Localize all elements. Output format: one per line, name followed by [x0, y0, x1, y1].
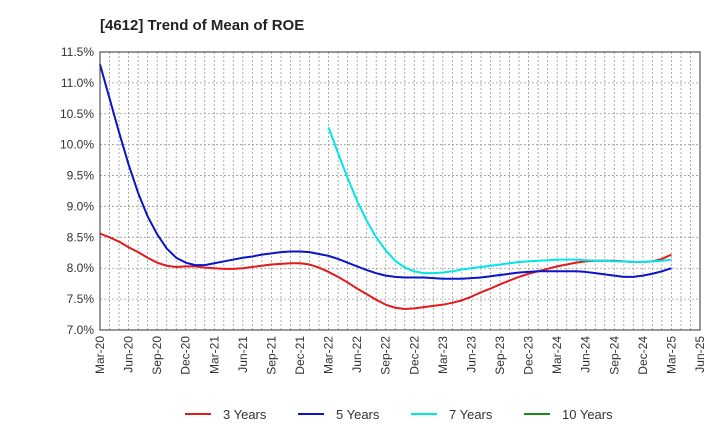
x-tick-label: Mar-21 — [207, 336, 221, 374]
y-tick-label: 7.5% — [67, 292, 95, 306]
y-tick-label: 11.5% — [61, 45, 94, 59]
x-tick-label: Jun-21 — [236, 336, 250, 373]
x-tick-label: Jun-25 — [693, 336, 707, 373]
series-line — [99, 64, 672, 280]
x-tick-label: Mar-24 — [550, 336, 564, 374]
x-tick-label: Sep-20 — [150, 336, 164, 375]
plot-frame — [99, 51, 701, 331]
y-tick-label: 8.0% — [67, 261, 95, 275]
y-tick-label: 7.0% — [67, 323, 95, 337]
y-tick-label: 8.5% — [67, 230, 95, 244]
x-tick-label: Sep-22 — [379, 336, 393, 375]
chart-title: [4612] Trend of Mean of ROE — [100, 17, 304, 34]
x-tick-label: Sep-23 — [493, 336, 507, 375]
x-tick-label: Jun-22 — [350, 336, 364, 373]
legend-label: 3 Years — [223, 407, 267, 422]
x-tick-label: Mar-25 — [664, 336, 678, 374]
x-tick-label: Dec-21 — [293, 336, 307, 375]
x-tick-label: Sep-24 — [607, 336, 621, 375]
y-axis: 7.0% 7.5% 8.0% 8.5% 9.0% 9.5% 10.0% 10.5% 11.0% 1… — [60, 45, 94, 337]
x-tick-label: Sep-21 — [264, 336, 278, 375]
x-tick-label: Jun-23 — [464, 336, 478, 373]
x-tick-label: Dec-20 — [179, 336, 193, 375]
x-tick-label: Jun-20 — [122, 336, 136, 373]
y-tick-label: 10.5% — [60, 107, 94, 121]
x-tick-label: Dec-22 — [407, 336, 421, 375]
x-tick-label: Mar-23 — [436, 336, 450, 374]
y-tick-label: 11.0% — [61, 76, 94, 90]
x-tick-label: Jun-24 — [579, 336, 593, 373]
series-lines — [99, 64, 672, 310]
x-tick-label: Dec-23 — [522, 336, 536, 375]
y-tick-label: 10.0% — [60, 138, 94, 152]
gridlines — [100, 52, 700, 330]
x-axis: Mar-20 Jun-20 Sep-20 Dec-20 Mar-21 Jun-21 Sep-… — [93, 336, 707, 375]
x-tick-label: Mar-20 — [93, 336, 107, 374]
legend-label: 7 Years — [449, 407, 493, 422]
legend-label: 5 Years — [336, 407, 380, 422]
x-tick-label: Mar-22 — [322, 336, 336, 374]
series-line — [99, 232, 672, 310]
x-tick-label: Dec-24 — [636, 336, 650, 375]
y-tick-label: 9.5% — [67, 169, 95, 183]
legend: 3 Years 5 Years 7 Years 10 Years — [185, 407, 613, 422]
series-line — [327, 127, 672, 275]
y-tick-label: 9.0% — [67, 199, 95, 213]
plot-area — [100, 52, 700, 330]
legend-label: 10 Years — [562, 407, 613, 422]
